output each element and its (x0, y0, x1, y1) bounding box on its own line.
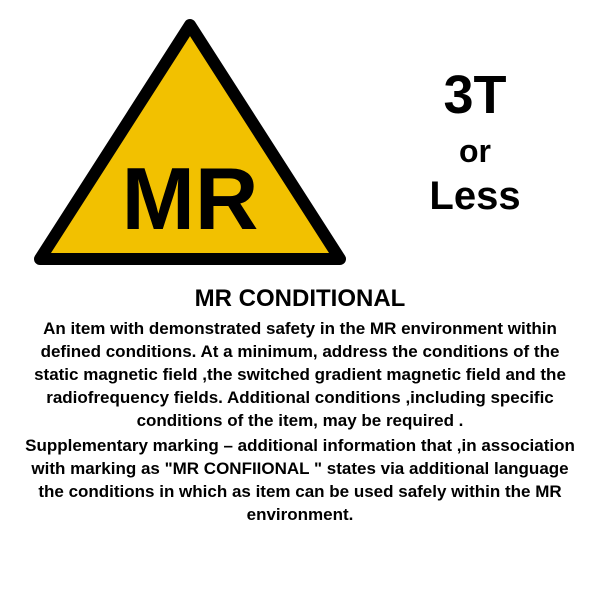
mr-conditional-heading: MR CONDITIONAL (0, 285, 600, 313)
description-paragraph-1: An item with demonstrated safety in the … (18, 318, 582, 433)
triangle-label: MR (122, 149, 259, 248)
mr-warning-triangle: MR (20, 13, 360, 273)
field-strength-or: or (370, 133, 580, 170)
field-strength-value: 3T (370, 66, 580, 125)
field-strength-text: 3T or Less (360, 66, 580, 219)
description-paragraph-2: Supplementary marking – additional infor… (18, 435, 582, 527)
top-section: MR 3T or Less (0, 0, 600, 275)
description-text: An item with demonstrated safety in the … (0, 313, 600, 526)
warning-triangle-icon: MR (20, 13, 360, 273)
field-strength-less: Less (370, 174, 580, 219)
